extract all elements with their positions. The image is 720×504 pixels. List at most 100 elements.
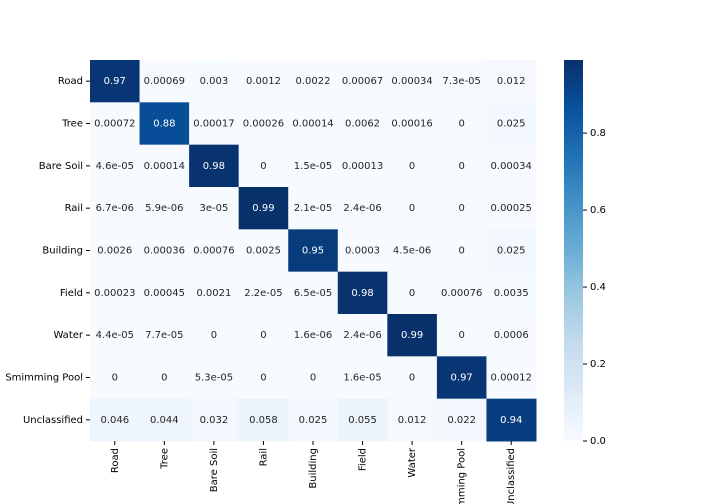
cell (139, 102, 190, 146)
cell (288, 356, 339, 400)
cell (238, 187, 289, 230)
cell-label: 0.00012 (491, 373, 532, 384)
cell-label: 0.95 (302, 246, 324, 257)
cell (90, 271, 141, 315)
cell (139, 356, 190, 400)
cell-label: 0.0026 (97, 246, 132, 257)
cell (387, 102, 438, 146)
cell-label: 0.00016 (391, 119, 432, 130)
cell (139, 314, 190, 357)
colorbar-tick-label: 0.4 (590, 282, 606, 293)
cell-label: 1.5e-05 (294, 161, 332, 172)
cell-label: 0 (409, 203, 415, 214)
cell-label: 0.97 (104, 76, 126, 87)
cell-label: 5.9e-06 (145, 203, 183, 214)
cell-label: 1.6e-05 (343, 373, 381, 384)
cell-label: 0.00036 (144, 246, 185, 257)
cell (486, 102, 537, 146)
cell-label: 0 (458, 119, 464, 130)
cell (436, 314, 487, 357)
cell (387, 314, 438, 357)
cell-label: 6.5e-05 (294, 288, 332, 299)
cell (486, 229, 537, 273)
colorbar-tick-label: 0.6 (590, 205, 606, 216)
cell-label: 0.00014 (292, 119, 333, 130)
cell-label: 0.00023 (94, 288, 135, 299)
cell (288, 314, 339, 357)
cell (337, 314, 388, 357)
cell-label: 0 (409, 288, 415, 299)
cell (189, 60, 240, 103)
cell (337, 229, 388, 273)
cell-label: 0.94 (500, 415, 522, 426)
cell-label: 0 (260, 330, 266, 341)
cell (238, 356, 289, 400)
x-tick-label: Field (358, 448, 369, 471)
cell (486, 60, 537, 103)
cell-label: 0.0003 (345, 246, 380, 257)
cell (337, 356, 388, 400)
cell-label: 0.012 (497, 76, 526, 87)
y-tick-label: Tree (61, 119, 83, 130)
cell (436, 398, 487, 442)
cell-label: 0.99 (252, 203, 274, 214)
cell (436, 229, 487, 273)
cell-label: 0.003 (200, 76, 229, 87)
cell-label: 2.2e-05 (244, 288, 282, 299)
cell-label: 0.99 (401, 330, 423, 341)
cell (486, 398, 537, 442)
colorbar-tick-label: 0.2 (590, 359, 606, 370)
cell-label: 0.00026 (243, 119, 284, 130)
cell-label: 0.032 (200, 415, 229, 426)
cell (288, 144, 339, 188)
cell-label: 0.025 (497, 246, 526, 257)
cell (189, 314, 240, 357)
cell (90, 229, 141, 273)
cell (90, 60, 141, 103)
cell (90, 102, 141, 146)
y-tick-label: Water (53, 330, 83, 341)
cell-label: 0 (409, 373, 415, 384)
cell-label: 0.00034 (491, 161, 532, 172)
cell (387, 229, 438, 273)
cell (139, 144, 190, 188)
cell-label: 0.0025 (246, 246, 281, 257)
cell-label: 0.00045 (144, 288, 185, 299)
cell-label: 0.0062 (345, 119, 380, 130)
cell (486, 187, 537, 230)
cell (486, 271, 537, 315)
cell (238, 271, 289, 315)
cell-label: 0.98 (203, 161, 225, 172)
cell-label: 0.0022 (296, 76, 331, 87)
cell-label: 2.1e-05 (294, 203, 332, 214)
cell-label: 0 (211, 330, 217, 341)
cell-label: 0.025 (497, 119, 526, 130)
cell (337, 60, 388, 103)
cell (189, 144, 240, 188)
cell-label: 0.97 (451, 373, 473, 384)
cell-label: 0.0021 (196, 288, 231, 299)
cell (189, 102, 240, 146)
cell (238, 144, 289, 188)
colorbar-tick-label: 0.0 (590, 436, 606, 447)
cell-label: 0.058 (249, 415, 278, 426)
cell (139, 229, 190, 273)
cell (337, 102, 388, 146)
cell-label: 0.012 (398, 415, 427, 426)
cell-label: 5.3e-05 (195, 373, 233, 384)
x-tick-label: Rail (258, 448, 269, 466)
cell (387, 271, 438, 315)
cell (387, 60, 438, 103)
y-tick-label: Rail (65, 203, 83, 214)
cell-label: 0 (260, 161, 266, 172)
cell-label: 0.0035 (494, 288, 529, 299)
cell-label: 4.4e-05 (96, 330, 134, 341)
cell-label: 6.7e-06 (96, 203, 134, 214)
cell (238, 398, 289, 442)
cell-label: 0.00025 (491, 203, 532, 214)
cell-label: 0 (458, 246, 464, 257)
cell-label: 0.98 (351, 288, 373, 299)
cell-label: 0.055 (348, 415, 377, 426)
cell (90, 314, 141, 357)
cell (139, 187, 190, 230)
